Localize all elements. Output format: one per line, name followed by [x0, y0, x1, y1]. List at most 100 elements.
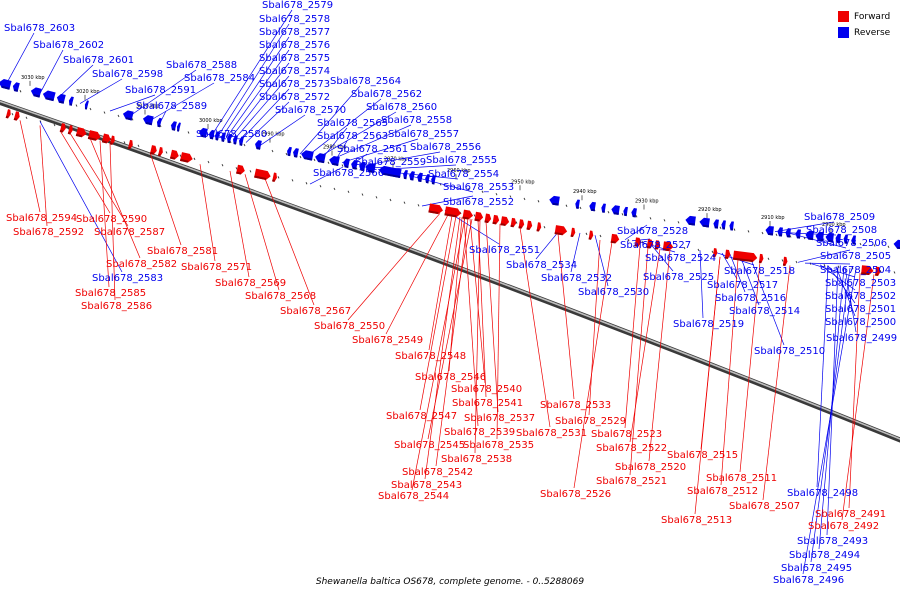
forward-gene-arrow-shade	[127, 146, 131, 150]
position-dash	[249, 170, 252, 173]
reverse-gene-label: Sbal678_2502	[825, 291, 896, 302]
reverse-gene-arrow-shade	[84, 107, 88, 110]
reverse-gene-arrow	[199, 127, 208, 138]
position-dash	[11, 112, 14, 116]
forward-gene-label: Sbal678_2548	[395, 351, 466, 362]
position-dash	[761, 231, 764, 235]
reverse-leader-line	[729, 253, 746, 293]
reverse-gene-arrow-body	[549, 195, 560, 206]
position-dash	[25, 116, 28, 120]
forward-gene-label: Sbal678_2513	[661, 515, 732, 526]
forward-gene-label: Sbal678_2545	[394, 440, 465, 451]
forward-strand-genes	[5, 109, 881, 276]
reverse-gene-label: Sbal678_2576	[259, 40, 330, 51]
position-dash	[627, 238, 630, 242]
position-dash	[389, 198, 392, 202]
reverse-gene-label: Sbal678_2559	[355, 157, 426, 168]
forward-gene-label: Sbal678_2582	[106, 259, 177, 270]
reverse-gene-arrow-shade	[786, 235, 791, 238]
reverse-leader-line	[774, 221, 835, 233]
reverse-gene-arrow-shade	[808, 237, 814, 241]
forward-gene-arrow	[75, 127, 87, 138]
reverse-gene-arrow-shade	[221, 139, 225, 142]
position-dash	[851, 267, 854, 270]
label-leader-lines	[5, 9, 875, 575]
forward-leader-line	[496, 223, 501, 440]
forward-gene-arrow	[67, 125, 73, 135]
reverse-leader-line	[129, 69, 197, 117]
reverse-gene-arrow	[549, 195, 560, 206]
position-dash	[537, 200, 540, 203]
reverse-leader-line	[816, 265, 829, 488]
reverse-gene-arrow-body	[601, 203, 606, 213]
reverse-gene-label: Sbal678_2557	[388, 129, 459, 140]
reverse-gene-label: Sbal678_2517	[707, 280, 778, 291]
reverse-gene-arrow	[589, 201, 596, 212]
position-dash	[417, 204, 420, 207]
reverse-gene-arrow-shade	[256, 147, 261, 150]
forward-gene-arrow-shade	[518, 226, 522, 229]
reverse-gene-arrow-body	[815, 231, 824, 242]
forward-gene-arrow-shade	[500, 223, 506, 226]
forward-gene-label: Sbal678_2511	[706, 473, 777, 484]
reverse-gene-arrow	[287, 146, 292, 157]
position-dash	[179, 154, 182, 157]
reverse-gene-arrow	[122, 110, 134, 121]
reverse-leader-line	[811, 263, 856, 278]
position-dash	[53, 123, 56, 127]
reverse-gene-arrow-body	[843, 234, 848, 244]
forward-gene-arrow	[462, 209, 474, 220]
position-dash	[733, 228, 736, 231]
position-dash	[341, 164, 344, 167]
forward-leader-line	[385, 214, 449, 335]
forward-gene-arrow	[634, 237, 642, 247]
legend-reverse: Reverse	[838, 25, 890, 40]
reverse-gene-arrow	[0, 79, 12, 90]
position-dash	[131, 118, 134, 121]
position-dash	[837, 265, 840, 268]
reverse-gene-arrow-shade	[157, 124, 161, 128]
position-dash	[495, 193, 498, 196]
forward-gene-arrow-shade	[67, 131, 71, 135]
position-dash	[361, 193, 364, 196]
reverse-gene-arrow-body	[611, 205, 620, 215]
reverse-gene-label: Sbal678_2527	[620, 240, 691, 251]
forward-leader-line	[347, 213, 441, 321]
reverse-gene-label: Sbal678_2589	[136, 101, 207, 112]
position-dash	[333, 187, 336, 191]
reverse-gene-arrow-body	[359, 161, 366, 172]
reverse-gene-arrow-shade	[360, 168, 365, 172]
reverse-gene-label: Sbal678_2495	[781, 563, 852, 574]
forward-gene-arrow	[236, 164, 245, 175]
reverse-gene-arrow	[233, 135, 238, 145]
forward-gene-arrow	[101, 133, 111, 144]
position-dash	[347, 190, 350, 193]
forward-gene-label: Sbal678_2540	[451, 384, 522, 395]
forward-leader-line	[463, 217, 479, 427]
forward-leader-line	[469, 218, 486, 384]
reverse-gene-arrow	[365, 163, 376, 174]
reverse-gene-label: Sbal678_2603	[4, 23, 75, 34]
reverse-gene-label: Sbal678_2554	[428, 169, 499, 180]
forward-gene-arrow-body	[272, 172, 277, 182]
reverse-gene-label: Sbal678_2562	[351, 89, 422, 100]
reverse-gene-label: Sbal678_2560	[366, 102, 437, 113]
position-dash	[271, 149, 274, 153]
forward-gene-arrow-shade	[610, 240, 616, 244]
reverse-gene-arrow-shade	[368, 169, 375, 174]
position-dash	[207, 160, 210, 164]
reverse-gene-arrow	[623, 206, 628, 217]
forward-gene-arrow-body	[492, 214, 500, 225]
reverse-gene-arrow	[170, 121, 177, 131]
forward-gene-arrow-shade	[59, 129, 64, 133]
reverse-gene-arrow	[343, 158, 350, 168]
reverse-gene-arrow-body	[199, 127, 208, 138]
reverse-gene-arrow	[815, 231, 824, 242]
reverse-gene-arrow	[379, 165, 402, 179]
reverse-gene-arrow-body	[825, 232, 834, 243]
forward-gene-label: Sbal678_2549	[352, 335, 423, 346]
forward-gene-arrow	[610, 233, 620, 244]
reverse-leader-line	[797, 249, 851, 263]
reverse-gene-arrow-shade	[294, 155, 298, 158]
